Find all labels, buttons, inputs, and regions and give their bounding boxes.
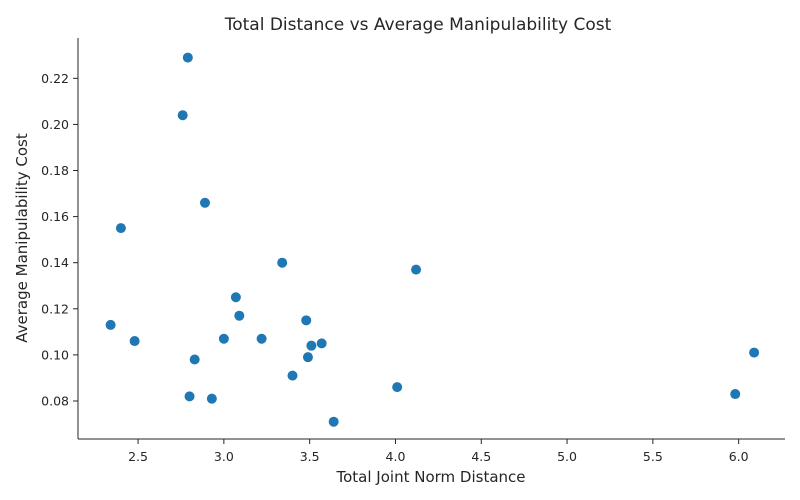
scatter-point xyxy=(287,370,298,381)
x-tick-label: 6.0 xyxy=(729,449,749,464)
scatter-point xyxy=(730,389,741,400)
scatter-point xyxy=(199,197,210,208)
y-tick-label: 0.12 xyxy=(41,301,69,316)
y-tick-label: 0.22 xyxy=(41,71,69,86)
scatter-point xyxy=(328,416,339,427)
scatter-point xyxy=(105,319,116,330)
scatter-point xyxy=(277,257,288,268)
x-axis-ticks: 2.5 3.0 3.5 4.0 4.5 5.0 5.5 6.0 xyxy=(128,439,749,464)
x-tick-label: 5.5 xyxy=(643,449,663,464)
y-tick-label: 0.20 xyxy=(41,117,69,132)
y-tick-label: 0.08 xyxy=(41,393,69,408)
scatter-point xyxy=(306,340,317,351)
x-tick-label: 3.0 xyxy=(214,449,234,464)
y-tick-label: 0.16 xyxy=(41,209,69,224)
y-tick-label: 0.18 xyxy=(41,163,69,178)
chart-title: Total Distance vs Average Manipulability… xyxy=(224,15,612,35)
scatter-point xyxy=(115,223,126,234)
scatter-point xyxy=(189,354,200,365)
scatter-point xyxy=(182,52,193,63)
x-tick-label: 4.5 xyxy=(471,449,491,464)
scatter-point xyxy=(316,338,327,349)
x-tick-label: 3.5 xyxy=(300,449,320,464)
plot-area xyxy=(105,52,760,427)
scatter-point xyxy=(256,333,267,344)
y-tick-label: 0.14 xyxy=(41,255,69,270)
scatter-point xyxy=(411,264,422,275)
x-tick-label: 4.0 xyxy=(386,449,406,464)
scatter-point xyxy=(234,310,245,321)
y-axis-ticks: 0.08 0.10 0.12 0.14 0.16 0.18 0.20 0.22 xyxy=(41,71,78,408)
scatter-point xyxy=(301,315,312,326)
x-axis-label: Total Joint Norm Distance xyxy=(336,468,526,486)
x-tick-label: 5.0 xyxy=(557,449,577,464)
scatter-point xyxy=(302,352,313,363)
scatter-point xyxy=(218,333,229,344)
y-tick-label: 0.10 xyxy=(41,347,69,362)
scatter-point xyxy=(392,382,403,393)
scatter-point xyxy=(129,336,140,347)
scatter-point xyxy=(184,391,195,402)
y-axis-label: Average Manipulability Cost xyxy=(13,133,31,343)
scatter-point xyxy=(177,110,188,121)
x-tick-label: 2.5 xyxy=(128,449,148,464)
scatter-point xyxy=(230,292,241,303)
scatter-point xyxy=(206,393,217,404)
scatter-point xyxy=(749,347,760,358)
